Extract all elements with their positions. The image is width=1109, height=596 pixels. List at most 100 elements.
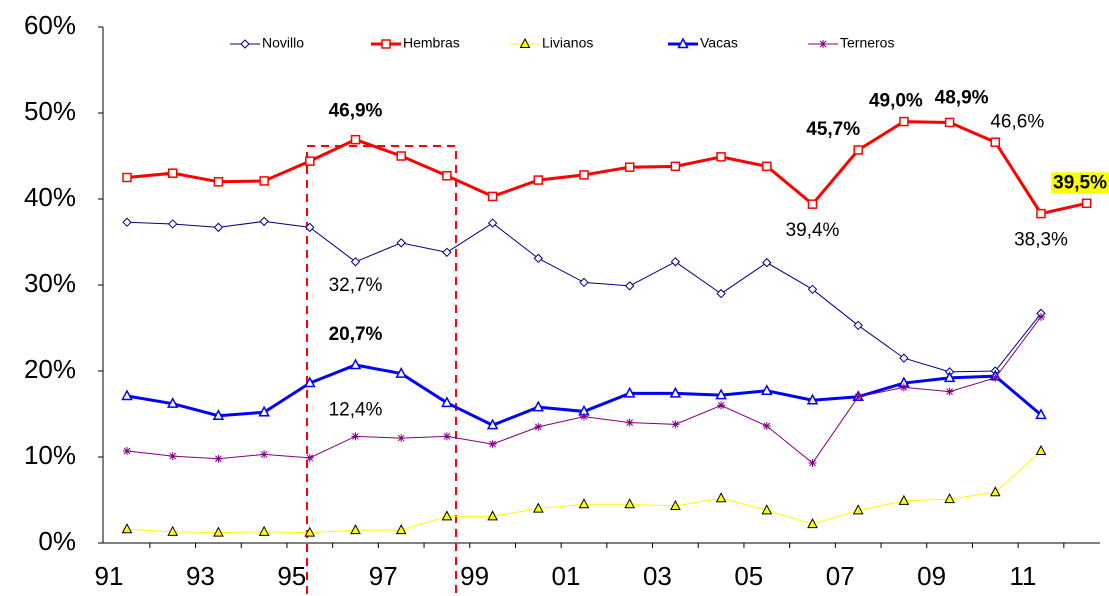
y-tick-label: 30% [24,268,76,298]
marker [1037,312,1045,321]
marker [762,161,772,172]
marker [395,524,407,535]
marker [944,493,955,504]
marker [624,162,635,172]
marker [305,156,315,166]
marker [854,392,863,401]
marker [762,257,772,268]
marker [442,171,452,181]
marker [167,525,179,536]
series [123,312,1045,468]
y-tick-label: 60% [24,10,76,40]
legend-label: Vacas [700,35,738,51]
label-highlight [1051,172,1109,194]
marker [395,366,407,378]
marker [761,384,773,396]
marker [991,373,1000,382]
marker [899,116,909,127]
marker [519,37,531,48]
marker [807,284,818,295]
marker [533,253,544,264]
marker [716,152,726,162]
marker [852,504,864,515]
marker [350,257,361,267]
marker [532,400,545,412]
marker [989,486,1001,497]
legend-label: Novillo [262,35,304,51]
marker [167,219,178,229]
marker [1035,444,1047,455]
marker [943,371,956,383]
marker [624,498,636,509]
marker [487,510,498,521]
marker [487,191,498,202]
marker [715,492,727,503]
x-tick-label: 95 [277,561,306,591]
series [122,216,1046,377]
legend-item: Livianos [510,35,593,51]
marker [671,420,680,429]
marker [532,502,544,513]
marker [944,117,955,128]
line [126,450,1042,534]
marker [853,145,863,155]
x-tick-label: 97 [369,561,398,591]
marker [350,524,361,535]
x-tick-label: 99 [460,561,489,591]
marker [397,434,406,443]
marker [259,216,269,227]
legend-item: Vacas [668,35,738,51]
value-label: 39,5% [1053,172,1107,193]
marker [396,151,406,161]
marker [349,358,362,370]
value-label: 49,0% [869,91,923,112]
y-tick-label: 0% [38,526,76,556]
line [126,120,1088,216]
marker [488,440,497,449]
marker [670,257,681,267]
marker [487,218,498,228]
marker [351,432,360,441]
x-tick-label: 11 [1010,561,1037,591]
value-label: 48,9% [935,87,989,108]
marker [381,39,391,49]
marker [990,137,1001,147]
x-tick-label: 05 [734,561,763,591]
legend-item: Terneros [808,35,894,51]
marker [304,526,316,537]
marker [579,277,589,288]
marker [213,177,224,187]
value-label: 12,4% [329,399,383,420]
x-tick-label: 91 [95,561,124,591]
x-tick-label: 09 [917,561,946,591]
x-tick-label: 01 [552,561,581,591]
marker [761,504,773,515]
value-label: 20,7% [329,324,383,345]
marker [442,432,451,441]
marker [1081,198,1092,209]
marker [212,409,225,420]
legend-label: Terneros [840,35,894,51]
value-label: 46,9% [329,101,383,122]
marker [807,199,818,209]
marker [1036,208,1046,219]
value-label: 38,3% [1014,230,1068,251]
x-tick-label: 03 [643,561,672,591]
marker [715,388,727,400]
value-label: 39,4% [786,220,840,241]
marker [623,386,636,398]
x-tick-label: 07 [826,561,855,591]
marker [945,387,954,396]
marker [259,176,269,186]
legend-item: Hembras [371,35,460,51]
marker [123,446,131,455]
marker [762,422,771,431]
value-label: 32,7% [329,275,383,296]
series [121,444,1047,537]
marker [853,320,863,331]
marker [806,393,819,405]
marker [669,386,682,398]
y-tick-label: 20% [24,354,76,384]
marker [625,418,634,427]
marker [807,518,818,529]
